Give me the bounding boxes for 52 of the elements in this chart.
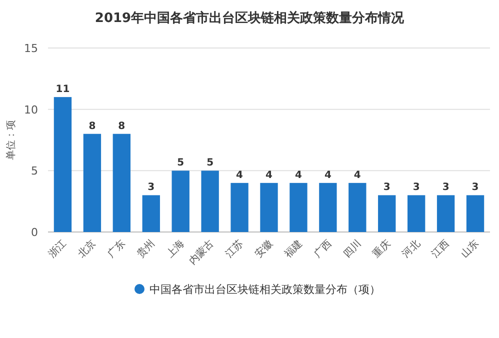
x-tick-label: 广西	[311, 238, 334, 260]
data-label: 11	[56, 84, 70, 96]
data-label: 5	[177, 158, 184, 169]
data-label: 4	[294, 170, 302, 181]
bar	[83, 134, 102, 232]
x-tick-label: 江苏	[223, 238, 246, 260]
x-tick-label: 江西	[429, 238, 452, 260]
bar	[201, 170, 219, 232]
data-label: 4	[354, 170, 361, 181]
bar	[172, 170, 190, 232]
legend-label: 中国各省市出台区块链相关政策数量分布（项）	[150, 283, 380, 296]
x-tick-label: 山东	[458, 238, 482, 260]
y-axis-title: 单位：项	[5, 120, 17, 160]
x-tick-label: 安徽	[252, 238, 276, 260]
data-label: 8	[118, 120, 126, 132]
x-tick-label: 广东	[105, 238, 128, 260]
bar	[112, 134, 131, 232]
bar	[319, 182, 337, 232]
bar	[54, 97, 72, 232]
data-label: 3	[472, 182, 479, 194]
bar	[407, 195, 426, 232]
x-tick-label: 重庆	[370, 238, 393, 260]
x-tick-label: 上海	[164, 238, 187, 260]
chart-title: 2019年中国各省市出台区块链相关政策数量分布情况	[94, 10, 406, 26]
x-tick-label: 浙江	[46, 238, 69, 260]
bar	[230, 182, 248, 232]
bar	[378, 195, 396, 232]
y-tick-label: 0	[31, 226, 38, 239]
data-label: 4	[324, 170, 332, 181]
x-tick-label: 北京	[76, 238, 98, 260]
data-label: 3	[412, 182, 420, 194]
x-tick-label: 四川	[340, 238, 364, 260]
x-tick-label: 河北	[400, 238, 422, 260]
x-tick-label: 福建	[282, 238, 305, 260]
y-tick-label: 10	[24, 103, 38, 116]
x-tick-label: 贵州	[134, 238, 158, 260]
data-label: 3	[383, 182, 390, 194]
bar	[466, 195, 484, 232]
bar	[436, 195, 455, 232]
x-tick-label: 内蒙古	[186, 238, 216, 268]
bar	[348, 182, 366, 232]
data-label: 4	[266, 170, 273, 181]
bar	[290, 182, 308, 232]
data-label: 3	[442, 182, 450, 194]
data-label: 3	[148, 182, 155, 194]
bar	[260, 182, 278, 232]
y-tick-label: 5	[31, 164, 38, 178]
data-label: 4	[236, 170, 244, 181]
data-label: 5	[206, 158, 214, 169]
bar	[142, 195, 160, 232]
y-tick-label: 15	[24, 42, 38, 55]
data-label: 8	[88, 120, 96, 132]
